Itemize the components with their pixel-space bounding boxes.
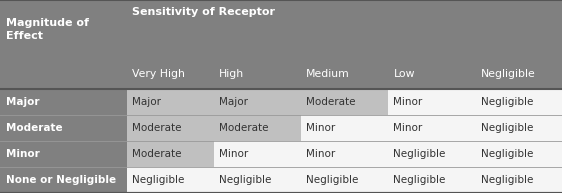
Bar xyxy=(126,59,214,89)
Text: Negligible: Negligible xyxy=(481,149,533,159)
Text: Moderate: Moderate xyxy=(6,123,62,133)
Bar xyxy=(0,141,126,167)
Bar xyxy=(0,115,126,141)
Bar xyxy=(0,167,126,193)
Text: Very High: Very High xyxy=(132,69,185,79)
Text: Sensitivity of Receptor: Sensitivity of Receptor xyxy=(132,7,275,17)
Text: Magnitude of
Effect: Magnitude of Effect xyxy=(6,18,89,41)
Text: Moderate: Moderate xyxy=(132,149,182,159)
Text: None or Negligible: None or Negligible xyxy=(6,175,116,185)
Text: Negligible: Negligible xyxy=(132,175,184,185)
Bar xyxy=(388,115,475,141)
Bar xyxy=(0,89,126,115)
Bar xyxy=(301,115,388,141)
Bar xyxy=(214,167,301,193)
Text: Major: Major xyxy=(6,97,39,107)
Bar xyxy=(475,141,562,167)
Text: Moderate: Moderate xyxy=(306,97,356,107)
Bar xyxy=(0,59,126,89)
Text: Minor: Minor xyxy=(6,149,39,159)
Bar xyxy=(214,115,301,141)
Text: Negligible: Negligible xyxy=(481,97,533,107)
Bar xyxy=(301,89,388,115)
Bar xyxy=(475,115,562,141)
Text: High: High xyxy=(219,69,244,79)
Text: Negligible: Negligible xyxy=(219,175,271,185)
Text: Minor: Minor xyxy=(393,123,423,133)
Text: Moderate: Moderate xyxy=(219,123,269,133)
Bar xyxy=(301,141,388,167)
Bar xyxy=(126,115,214,141)
Text: Negligible: Negligible xyxy=(481,123,533,133)
Bar xyxy=(0,0,126,59)
Bar xyxy=(214,89,301,115)
Bar xyxy=(214,141,301,167)
Bar xyxy=(475,167,562,193)
Text: Minor: Minor xyxy=(306,149,336,159)
Text: Minor: Minor xyxy=(306,123,336,133)
Text: Low: Low xyxy=(393,69,415,79)
Bar xyxy=(388,167,475,193)
Bar xyxy=(126,167,214,193)
Bar xyxy=(475,89,562,115)
Bar xyxy=(475,59,562,89)
Text: Medium: Medium xyxy=(306,69,350,79)
Text: Negligible: Negligible xyxy=(481,69,535,79)
Bar xyxy=(126,0,562,59)
Text: Negligible: Negligible xyxy=(393,149,446,159)
Text: Negligible: Negligible xyxy=(393,175,446,185)
Bar xyxy=(388,89,475,115)
Bar xyxy=(388,59,475,89)
Text: Minor: Minor xyxy=(219,149,248,159)
Bar xyxy=(388,141,475,167)
Text: Major: Major xyxy=(132,97,161,107)
Text: Minor: Minor xyxy=(393,97,423,107)
Bar xyxy=(214,59,301,89)
Text: Negligible: Negligible xyxy=(306,175,359,185)
Text: Moderate: Moderate xyxy=(132,123,182,133)
Bar xyxy=(126,89,214,115)
Text: Major: Major xyxy=(219,97,248,107)
Bar xyxy=(126,141,214,167)
Text: Negligible: Negligible xyxy=(481,175,533,185)
Bar xyxy=(301,167,388,193)
Bar xyxy=(301,59,388,89)
